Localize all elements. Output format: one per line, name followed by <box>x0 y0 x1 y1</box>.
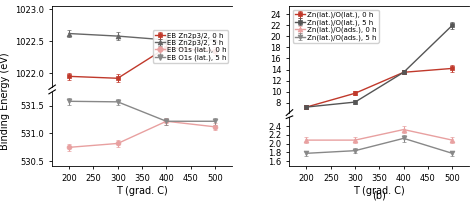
X-axis label: T (grad. C): T (grad. C) <box>354 186 405 196</box>
Text: Binding Energy (eV): Binding Energy (eV) <box>0 52 10 150</box>
X-axis label: T (grad. C): T (grad. C) <box>116 186 168 196</box>
Legend: Zn(lat.)/O(lat.), 0 h, Zn(lat.)/O(lat.), 5 h, Zn(lat.)/O(ads.), 0 h, Zn(lat.)/O(: Zn(lat.)/O(lat.), 0 h, Zn(lat.)/O(lat.),… <box>293 9 379 43</box>
Text: (b): (b) <box>373 191 386 201</box>
Legend: EB Zn2p3/2, 0 h, EB Zn2p3/2, 5 h, EB O1s (lat.), 0 h, EB O1s (lat.), 5 h: EB Zn2p3/2, 0 h, EB Zn2p3/2, 5 h, EB O1s… <box>153 31 228 63</box>
